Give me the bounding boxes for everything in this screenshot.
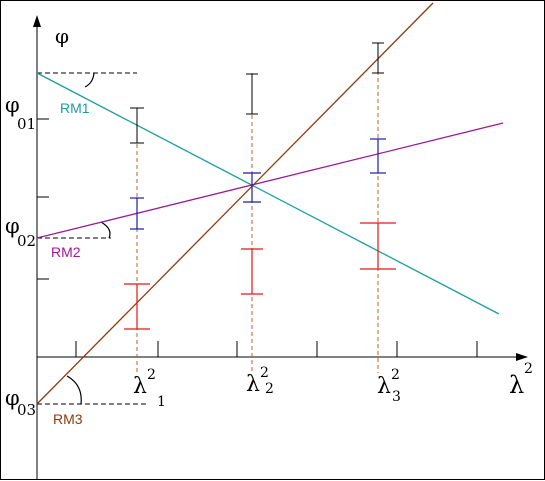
rm1-line bbox=[36, 72, 500, 315]
svg-text:φ: φ bbox=[5, 386, 20, 410]
error-bar bbox=[372, 42, 384, 74]
svg-text:2: 2 bbox=[260, 365, 269, 381]
error-bar bbox=[360, 222, 396, 270]
error-bar bbox=[130, 197, 144, 230]
rm1-angle-arc bbox=[84, 72, 95, 88]
rm1-label: RM1 bbox=[60, 100, 90, 116]
angle-arcs bbox=[66, 72, 111, 405]
svg-text:2: 2 bbox=[524, 361, 533, 377]
rm3-label: RM3 bbox=[53, 411, 83, 427]
svg-text:02: 02 bbox=[17, 232, 36, 250]
rm2-angle-arc bbox=[100, 221, 111, 239]
black-error-bars bbox=[130, 42, 384, 144]
rm2-line bbox=[36, 122, 504, 239]
x-axis-label: λ 2 bbox=[509, 361, 533, 399]
phi01-label: φ 01 bbox=[5, 93, 36, 133]
error-bar bbox=[243, 172, 261, 203]
lambda2-label: λ 2 2 bbox=[246, 365, 274, 397]
phi03-label: φ 03 bbox=[5, 386, 36, 419]
svg-text:2: 2 bbox=[147, 367, 156, 383]
intercept-dashes bbox=[37, 72, 149, 405]
phi02-label: φ 02 bbox=[5, 214, 36, 250]
lambda-guides bbox=[136, 43, 379, 373]
rm2-label: RM2 bbox=[51, 244, 81, 260]
svg-text:λ: λ bbox=[133, 374, 147, 399]
error-bar bbox=[241, 248, 263, 295]
red-error-bars bbox=[124, 222, 396, 330]
lambda3-label: λ 2 3 bbox=[377, 367, 401, 405]
svg-text:2: 2 bbox=[391, 367, 400, 383]
lambda1-label: λ 2 1 bbox=[133, 367, 166, 410]
svg-text:φ: φ bbox=[5, 214, 20, 238]
y-axis-arrowhead bbox=[33, 15, 41, 27]
svg-text:2: 2 bbox=[265, 381, 274, 397]
svg-text:3: 3 bbox=[392, 389, 401, 405]
svg-text:φ: φ bbox=[5, 93, 20, 117]
rm3-angle-arc bbox=[66, 375, 82, 405]
svg-text:03: 03 bbox=[17, 401, 36, 419]
svg-text:λ: λ bbox=[509, 371, 524, 399]
svg-text:λ: λ bbox=[246, 372, 260, 397]
svg-text:1: 1 bbox=[157, 394, 166, 410]
error-bar bbox=[130, 107, 144, 144]
x-axis-ticks bbox=[75, 341, 478, 357]
rm3-line bbox=[36, 2, 434, 405]
svg-text:01: 01 bbox=[17, 115, 36, 133]
y-axis-label: φ bbox=[55, 24, 69, 48]
y-axis-ticks bbox=[37, 118, 49, 280]
error-bar bbox=[246, 73, 258, 115]
error-bar bbox=[124, 283, 150, 330]
x-axis-arrowhead bbox=[516, 353, 528, 361]
svg-text:λ: λ bbox=[377, 374, 391, 399]
blue-error-bars bbox=[130, 138, 386, 230]
error-bar bbox=[370, 138, 386, 174]
